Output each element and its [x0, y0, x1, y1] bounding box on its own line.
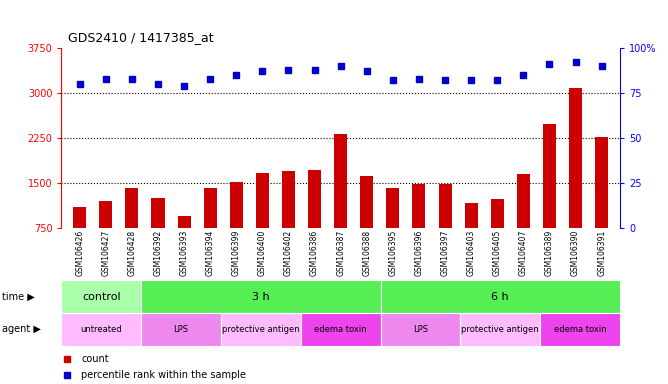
Bar: [381, 280, 620, 313]
Bar: [152, 199, 164, 228]
Bar: [256, 172, 269, 228]
Bar: [540, 313, 620, 346]
Bar: [61, 280, 141, 313]
Bar: [543, 124, 556, 228]
Text: GSM106394: GSM106394: [206, 230, 214, 276]
Bar: [61, 313, 141, 346]
Text: GSM106407: GSM106407: [519, 230, 528, 276]
Bar: [178, 217, 190, 228]
Text: GSM106386: GSM106386: [310, 230, 319, 276]
Text: protective antigen: protective antigen: [222, 325, 300, 334]
Bar: [126, 188, 138, 228]
Bar: [491, 199, 504, 228]
Text: GSM106428: GSM106428: [128, 230, 136, 276]
Text: GSM106395: GSM106395: [388, 230, 397, 276]
Bar: [569, 88, 582, 228]
Text: GSM106400: GSM106400: [258, 230, 267, 276]
Bar: [301, 313, 381, 346]
Text: GSM106390: GSM106390: [571, 230, 580, 276]
Bar: [460, 313, 540, 346]
Bar: [595, 137, 608, 228]
Text: GSM106392: GSM106392: [154, 230, 162, 276]
Bar: [412, 184, 426, 228]
Text: GSM106399: GSM106399: [232, 230, 240, 276]
Text: untreated: untreated: [81, 325, 122, 334]
Bar: [517, 174, 530, 228]
Text: GSM106427: GSM106427: [102, 230, 110, 276]
Bar: [360, 176, 373, 228]
Text: GSM106402: GSM106402: [284, 230, 293, 276]
Bar: [334, 134, 347, 228]
Text: GSM106393: GSM106393: [180, 230, 188, 276]
Text: GSM106388: GSM106388: [362, 230, 371, 276]
Text: GSM106403: GSM106403: [467, 230, 476, 276]
Bar: [73, 207, 86, 228]
Bar: [204, 188, 216, 228]
Bar: [141, 313, 221, 346]
Bar: [141, 280, 381, 313]
Text: 6 h: 6 h: [492, 291, 509, 302]
Text: LPS: LPS: [413, 325, 428, 334]
Text: time ▶: time ▶: [2, 291, 35, 302]
Text: LPS: LPS: [174, 325, 188, 334]
Bar: [465, 203, 478, 228]
Text: edema toxin: edema toxin: [554, 325, 607, 334]
Bar: [381, 313, 460, 346]
Text: GDS2410 / 1417385_at: GDS2410 / 1417385_at: [68, 31, 214, 44]
Text: control: control: [82, 291, 121, 302]
Text: agent ▶: agent ▶: [2, 324, 41, 334]
Text: GSM106397: GSM106397: [441, 230, 450, 276]
Bar: [221, 313, 301, 346]
Text: count: count: [81, 354, 109, 364]
Bar: [308, 170, 321, 228]
Text: protective antigen: protective antigen: [462, 325, 539, 334]
Text: GSM106405: GSM106405: [493, 230, 502, 276]
Bar: [438, 184, 452, 228]
Text: edema toxin: edema toxin: [315, 325, 367, 334]
Bar: [386, 187, 399, 228]
Text: 3 h: 3 h: [252, 291, 270, 302]
Bar: [282, 171, 295, 228]
Text: GSM106389: GSM106389: [545, 230, 554, 276]
Bar: [230, 182, 243, 228]
Text: GSM106391: GSM106391: [597, 230, 606, 276]
Bar: [100, 202, 112, 228]
Text: GSM106396: GSM106396: [414, 230, 424, 276]
Text: percentile rank within the sample: percentile rank within the sample: [81, 370, 246, 380]
Text: GSM106387: GSM106387: [336, 230, 345, 276]
Text: GSM106426: GSM106426: [75, 230, 84, 276]
